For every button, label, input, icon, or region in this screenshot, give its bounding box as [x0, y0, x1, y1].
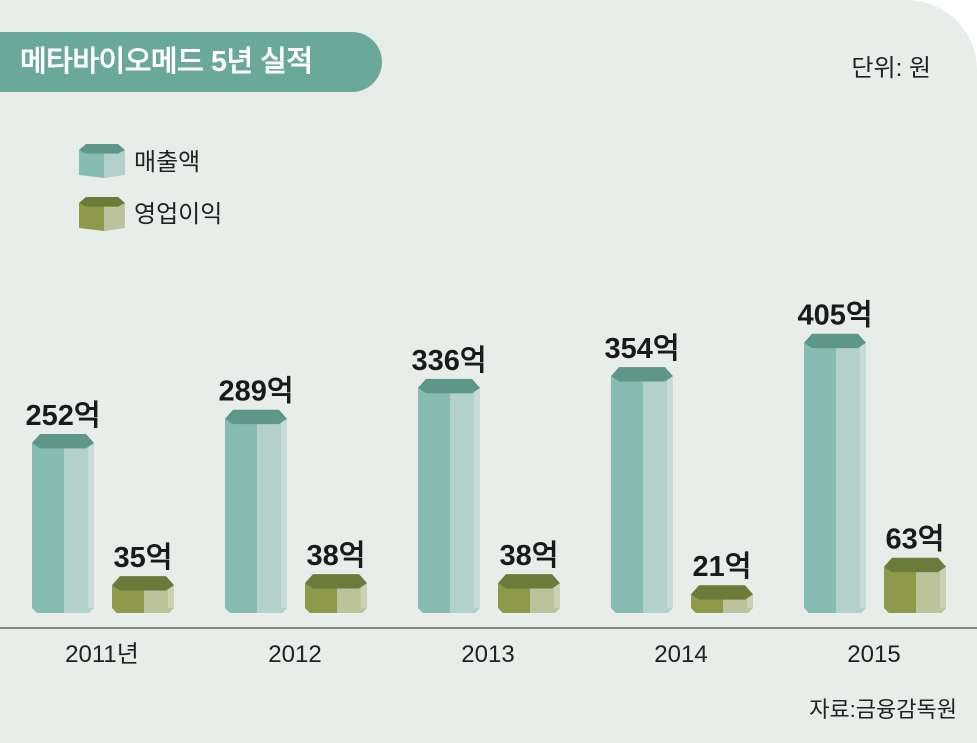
data-label-profit-1: 35억	[114, 541, 173, 574]
bar-sales-2	[225, 409, 287, 613]
data-label-profit-3: 38억	[500, 539, 559, 572]
chart-title: 메타바이오메드 5년 실적	[0, 32, 382, 92]
data-label-sales-2: 289억	[218, 375, 293, 408]
bar-sales-4	[611, 367, 673, 613]
bar-profit-4	[691, 585, 753, 613]
data-label-sales-1: 252억	[25, 399, 100, 432]
bar-profit-2	[305, 574, 367, 613]
x-tick-label-2: 2012	[268, 641, 321, 668]
legend-swatch-sales	[79, 144, 125, 178]
legend-swatch-profit	[79, 197, 125, 231]
x-tick-label-5: 2015	[847, 641, 900, 668]
data-label-sales-4: 354억	[604, 332, 679, 365]
source-label: 자료:금융감독원	[809, 697, 957, 722]
bar-sales-5	[804, 333, 866, 613]
data-label-profit-2: 38억	[307, 539, 366, 572]
unit-label: 단위: 원	[851, 55, 931, 82]
bar-profit-1	[112, 576, 174, 613]
x-tick-label-4: 2014	[654, 641, 707, 668]
legend-label-profit: 영업이익	[134, 201, 222, 228]
bar-sales-3	[418, 378, 480, 613]
data-label-profit-4: 21억	[693, 550, 752, 583]
data-label-sales-3: 336억	[411, 344, 486, 377]
x-tick-label-1: 2011년	[65, 641, 139, 668]
bar-profit-3	[498, 574, 560, 613]
x-tick-label-3: 2013	[461, 641, 514, 668]
data-label-sales-5: 405억	[797, 299, 872, 332]
data-label-profit-5: 63억	[886, 523, 945, 556]
bar-sales-1	[32, 433, 94, 613]
bar-profit-5	[884, 557, 946, 613]
legend-label-sales: 매출액	[134, 149, 200, 176]
